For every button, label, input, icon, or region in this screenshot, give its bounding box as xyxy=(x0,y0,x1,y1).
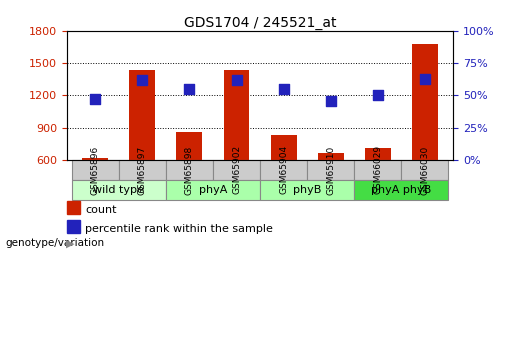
Bar xyxy=(119,160,166,180)
Point xyxy=(138,77,146,83)
Text: phyB: phyB xyxy=(293,185,321,195)
Point xyxy=(327,98,335,104)
Bar xyxy=(213,160,260,180)
Bar xyxy=(72,160,119,180)
Bar xyxy=(412,44,438,160)
Point xyxy=(185,86,194,92)
Bar xyxy=(260,180,354,200)
Bar xyxy=(166,160,213,180)
Point xyxy=(91,97,99,102)
Text: genotype/variation: genotype/variation xyxy=(5,238,104,248)
Text: GSM65902: GSM65902 xyxy=(232,145,241,195)
Text: GSM66030: GSM66030 xyxy=(420,145,430,195)
Point xyxy=(421,76,429,81)
Bar xyxy=(354,160,401,180)
Bar xyxy=(72,180,166,200)
Text: GSM66029: GSM66029 xyxy=(373,145,382,195)
Bar xyxy=(318,154,344,160)
Bar xyxy=(129,70,155,160)
Text: GSM65898: GSM65898 xyxy=(185,145,194,195)
Text: GSM65910: GSM65910 xyxy=(326,145,335,195)
Bar xyxy=(82,158,108,160)
Bar xyxy=(354,180,449,200)
Text: count: count xyxy=(85,205,116,215)
Bar xyxy=(166,180,260,200)
Bar xyxy=(307,160,354,180)
Title: GDS1704 / 245521_at: GDS1704 / 245521_at xyxy=(184,16,336,30)
Text: GSM65904: GSM65904 xyxy=(279,145,288,195)
Bar xyxy=(224,70,249,160)
Bar xyxy=(365,148,391,160)
Bar xyxy=(271,135,297,160)
Text: GSM65896: GSM65896 xyxy=(91,145,100,195)
Text: ▶: ▶ xyxy=(66,238,75,248)
Text: phyA phyB: phyA phyB xyxy=(371,185,432,195)
Bar xyxy=(401,160,449,180)
Text: phyA: phyA xyxy=(199,185,227,195)
Text: percentile rank within the sample: percentile rank within the sample xyxy=(85,224,273,234)
Bar xyxy=(260,160,307,180)
Point xyxy=(232,77,241,83)
Bar xyxy=(177,132,202,160)
Point xyxy=(280,86,288,92)
Text: GSM65897: GSM65897 xyxy=(138,145,147,195)
Text: wild type: wild type xyxy=(93,185,144,195)
Point xyxy=(374,93,382,98)
